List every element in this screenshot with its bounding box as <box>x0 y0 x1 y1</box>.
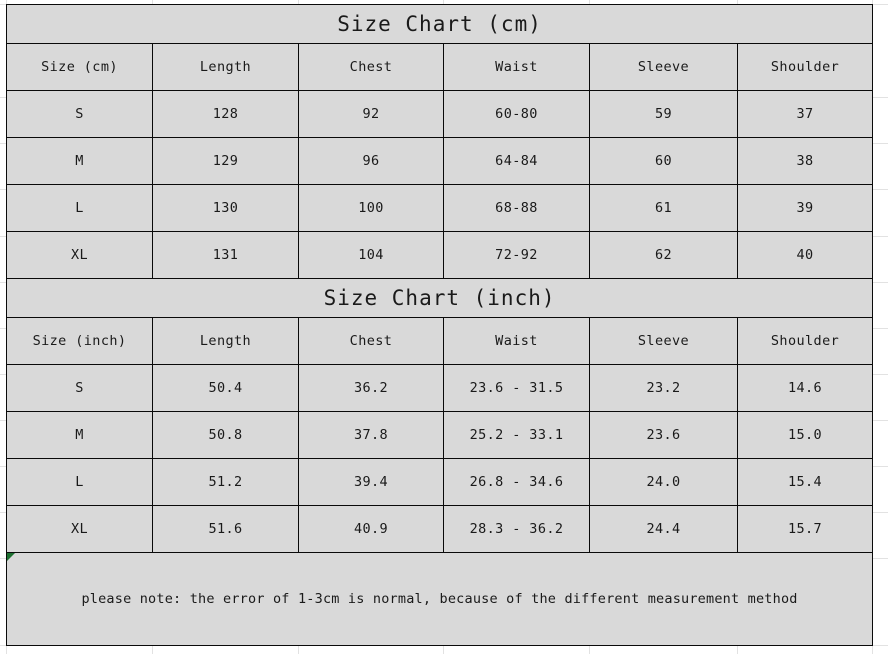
inch-row-xl-chest: 40.9 <box>298 505 444 553</box>
cm-row-m-waist: 64-84 <box>443 137 590 185</box>
table-row: S 128 92 60-80 59 37 <box>6 90 874 138</box>
cm-row-l-chest: 100 <box>298 184 444 232</box>
size-chart-cm-table: Size Chart (cm) Size (cm) Length Chest W… <box>5 4 874 646</box>
table-row: XL 51.6 40.9 28.3 - 36.2 24.4 15.7 <box>6 505 874 553</box>
cm-row-m-chest: 96 <box>298 137 444 185</box>
cm-header-chest: Chest <box>298 43 444 91</box>
inch-row-s-shoulder: 14.6 <box>736 364 874 412</box>
cm-row-s-chest: 92 <box>298 90 444 138</box>
cm-row-s-shoulder: 37 <box>736 90 874 138</box>
table-header-row: Size (inch) Length Chest Waist Sleeve Sh… <box>6 317 874 365</box>
inch-row-l-chest: 39.4 <box>298 458 444 506</box>
inch-row-m-sleeve: 23.6 <box>589 411 738 459</box>
cm-row-m-length: 129 <box>152 137 299 185</box>
cm-row-s-sleeve: 59 <box>589 90 738 138</box>
cm-row-xl-waist: 72-92 <box>443 231 590 279</box>
cm-row-xl-size: XL <box>6 231 153 279</box>
cm-row-m-shoulder: 38 <box>736 137 874 185</box>
table-row: L 51.2 39.4 26.8 - 34.6 24.0 15.4 <box>6 458 874 506</box>
cell-error-triangle-icon <box>7 553 15 561</box>
inch-header-sleeve: Sleeve <box>589 317 738 365</box>
cm-row-xl-chest: 104 <box>298 231 444 279</box>
measurement-note: please note: the error of 1-3cm is norma… <box>5 552 874 646</box>
cm-row-m-sleeve: 60 <box>589 137 738 185</box>
cm-table-title: Size Chart (cm) <box>5 4 874 44</box>
cm-row-s-waist: 60-80 <box>443 90 590 138</box>
cm-row-l-length: 130 <box>152 184 299 232</box>
inch-row-xl-length: 51.6 <box>152 505 299 553</box>
inch-row-l-size: L <box>6 458 153 506</box>
table-title-row: Size Chart (cm) <box>5 4 874 44</box>
inch-row-l-sleeve: 24.0 <box>589 458 738 506</box>
inch-row-xl-sleeve: 24.4 <box>589 505 738 553</box>
cm-header-shoulder: Shoulder <box>736 43 874 91</box>
table-header-row: Size (cm) Length Chest Waist Sleeve Shou… <box>6 43 874 91</box>
inch-row-xl-size: XL <box>6 505 153 553</box>
inch-row-m-shoulder: 15.0 <box>736 411 874 459</box>
inch-row-m-waist: 25.2 - 33.1 <box>443 411 590 459</box>
inch-row-l-length: 51.2 <box>152 458 299 506</box>
inch-row-m-chest: 37.8 <box>298 411 444 459</box>
cm-row-m-size: M <box>6 137 153 185</box>
inch-row-s-chest: 36.2 <box>298 364 444 412</box>
inch-header-chest: Chest <box>298 317 444 365</box>
cm-row-s-size: S <box>6 90 153 138</box>
inch-row-s-size: S <box>6 364 153 412</box>
cm-row-xl-shoulder: 40 <box>736 231 874 279</box>
inch-header-length: Length <box>152 317 299 365</box>
size-chart-container: Size Chart (cm) Size (cm) Length Chest W… <box>5 4 874 646</box>
cm-row-l-waist: 68-88 <box>443 184 590 232</box>
inch-header-size: Size (inch) <box>6 317 153 365</box>
inch-row-s-length: 50.4 <box>152 364 299 412</box>
cm-header-waist: Waist <box>443 43 590 91</box>
inch-row-l-waist: 26.8 - 34.6 <box>443 458 590 506</box>
table-row: M 129 96 64-84 60 38 <box>6 137 874 185</box>
measurement-note-text: please note: the error of 1-3cm is norma… <box>81 591 798 607</box>
table-note-row: please note: the error of 1-3cm is norma… <box>5 552 874 646</box>
cm-header-sleeve: Sleeve <box>589 43 738 91</box>
inch-row-s-waist: 23.6 - 31.5 <box>443 364 590 412</box>
table-row: S 50.4 36.2 23.6 - 31.5 23.2 14.6 <box>6 364 874 412</box>
cm-header-size: Size (cm) <box>6 43 153 91</box>
inch-row-xl-waist: 28.3 - 36.2 <box>443 505 590 553</box>
inch-table-title: Size Chart (inch) <box>5 278 874 318</box>
cm-row-l-size: L <box>6 184 153 232</box>
inch-row-m-size: M <box>6 411 153 459</box>
table-title-row: Size Chart (inch) <box>5 278 874 318</box>
inch-row-l-shoulder: 15.4 <box>736 458 874 506</box>
inch-row-s-sleeve: 23.2 <box>589 364 738 412</box>
table-row: XL 131 104 72-92 62 40 <box>6 231 874 279</box>
inch-header-waist: Waist <box>443 317 590 365</box>
cm-row-l-shoulder: 39 <box>736 184 874 232</box>
inch-row-xl-shoulder: 15.7 <box>736 505 874 553</box>
inch-header-shoulder: Shoulder <box>736 317 874 365</box>
cm-header-length: Length <box>152 43 299 91</box>
cm-row-xl-sleeve: 62 <box>589 231 738 279</box>
table-row: L 130 100 68-88 61 39 <box>6 184 874 232</box>
inch-row-m-length: 50.8 <box>152 411 299 459</box>
cm-row-s-length: 128 <box>152 90 299 138</box>
cm-row-l-sleeve: 61 <box>589 184 738 232</box>
table-row: M 50.8 37.8 25.2 - 33.1 23.6 15.0 <box>6 411 874 459</box>
cm-row-xl-length: 131 <box>152 231 299 279</box>
